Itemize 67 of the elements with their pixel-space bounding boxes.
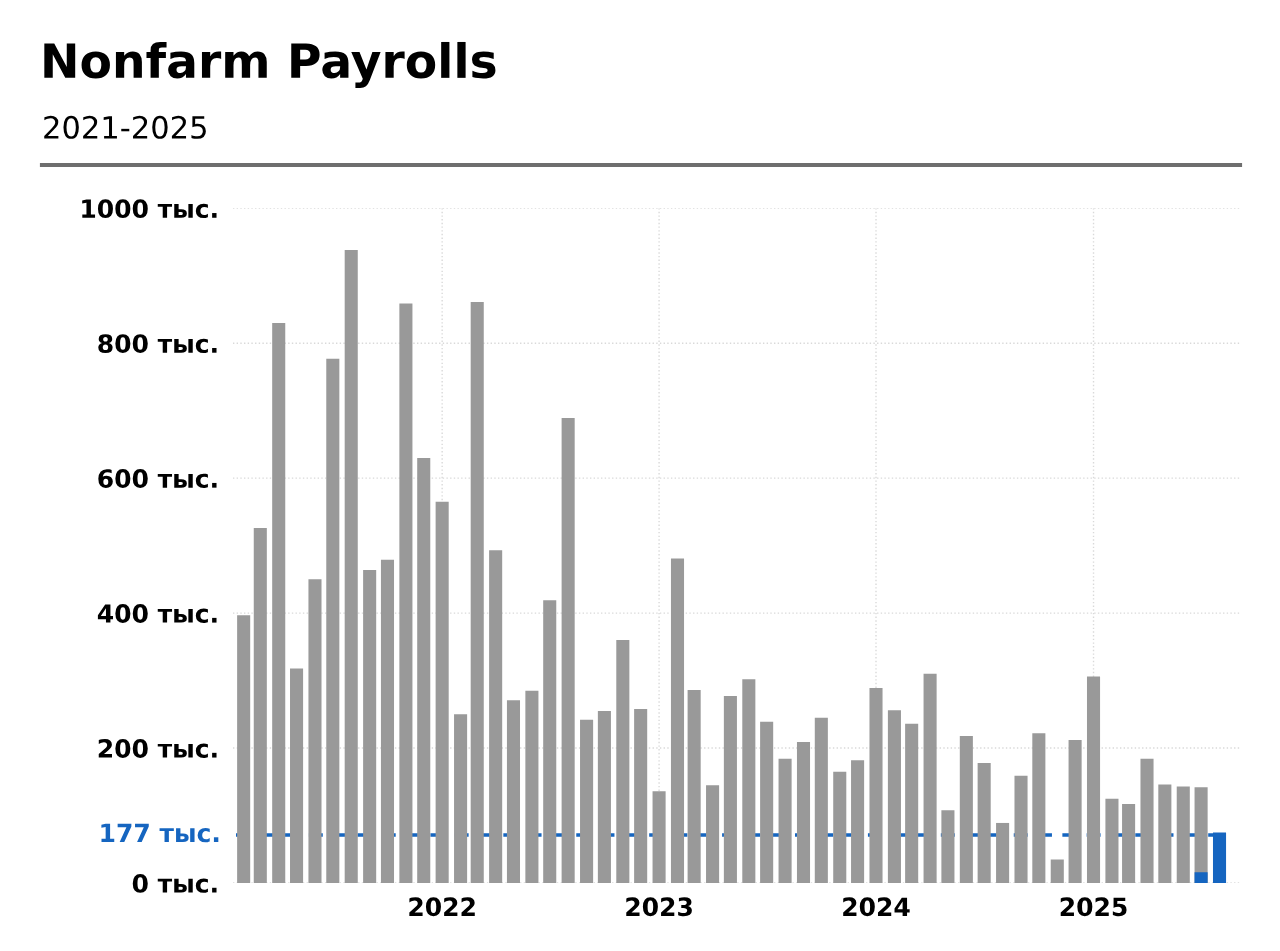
bar [237,615,251,883]
bar [941,810,955,883]
x-tick-label: 2025 [1060,897,1127,917]
bar [1014,775,1028,883]
bar [399,303,413,883]
bar [1050,859,1064,883]
bar [1158,784,1172,883]
y-tick-label: 0 тыс. [132,873,217,893]
bar [308,579,322,883]
bar [290,668,304,883]
bar [597,710,611,883]
bar [253,528,267,883]
bar [1086,676,1101,883]
bar [417,457,431,883]
bar [851,760,865,883]
y-tick-label: 800 тыс. [98,334,217,354]
y-tick-label: 600 тыс. [98,469,217,489]
x-tick-label: 2022 [409,897,475,917]
bar [887,710,901,883]
y-tick-label: 200 тыс. [98,739,217,758]
y-tick-label: 400 тыс. [97,604,217,623]
bar [1122,804,1136,883]
bar [760,721,774,883]
bar [634,708,648,883]
bar [1176,786,1190,883]
bar [905,723,919,883]
bar [706,785,720,883]
bar [489,550,503,883]
bar [1194,872,1208,883]
bar [977,762,991,883]
bar [272,322,286,883]
x-tick-label: 2023 [626,897,692,917]
bar [1032,733,1046,883]
x-tick-label: 2024 [843,897,910,917]
bar [344,250,358,883]
bar [616,640,630,883]
bar [470,302,484,883]
ref-line-label: 177 тыс. [101,823,219,843]
bar [796,741,811,883]
bar [996,822,1010,883]
bar [525,690,539,883]
bar [959,735,973,883]
bar [543,600,557,883]
bar [923,673,937,883]
bar [814,717,828,883]
bar [778,758,792,883]
bar [580,719,594,883]
bar [506,700,521,883]
bar [454,714,468,883]
bar [687,690,701,883]
bar [561,418,575,883]
bar [833,771,847,883]
chart-title: Nonfarm Payrolls [44,41,496,89]
bar [380,559,395,883]
bar [435,501,449,883]
bar [670,558,685,883]
bar [363,569,377,883]
bar [1068,739,1082,883]
chart-subtitle: 2021-2025 [44,115,206,139]
bar [742,679,756,883]
bar [869,688,883,883]
bar [723,696,737,883]
bar [326,358,340,883]
y-tick-label: 1000 тыс. [82,199,217,219]
bar [652,791,666,883]
bar [1140,758,1154,883]
bar [1105,798,1119,883]
